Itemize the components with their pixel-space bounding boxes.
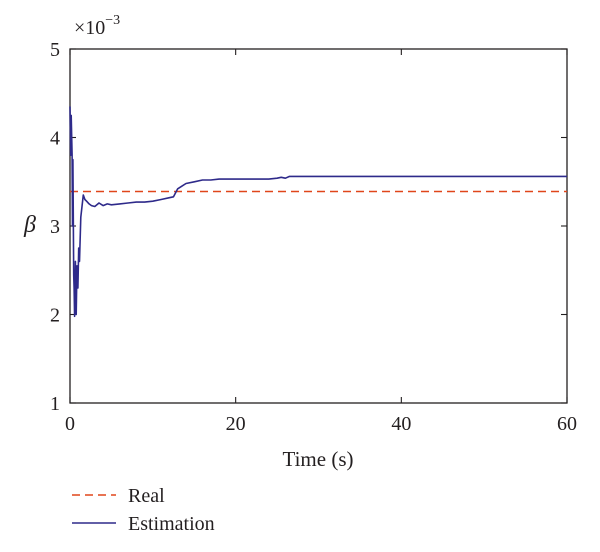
y-multiplier-base: ×10 [74, 17, 105, 39]
x-tick-label: 0 [65, 413, 75, 435]
axes: 0 20 40 60 1 2 3 4 5 [50, 39, 577, 435]
axes-frame [69, 48, 568, 404]
plot-area [69, 106, 567, 318]
y-tick-label: 3 [50, 216, 60, 238]
y-axis-label: β [23, 212, 36, 238]
y-tick-label: 5 [50, 39, 60, 61]
y-multiplier-exp: −3 [105, 13, 120, 28]
x-tick-label: 40 [391, 413, 411, 435]
legend-label-estimation: Estimation [128, 513, 215, 535]
legend-label-real: Real [128, 485, 165, 507]
y-tick-label: 4 [50, 128, 60, 150]
legend: Real Estimation [72, 485, 215, 535]
y-tick-label: 2 [50, 305, 60, 327]
x-tick-label: 20 [226, 413, 246, 435]
series-line-estimation [69, 106, 567, 318]
x-axis-label: Time (s) [283, 447, 354, 471]
y-tick-label: 1 [50, 393, 60, 415]
y-multiplier: ×10−3 [74, 13, 120, 39]
x-tick-label: 60 [557, 413, 577, 435]
